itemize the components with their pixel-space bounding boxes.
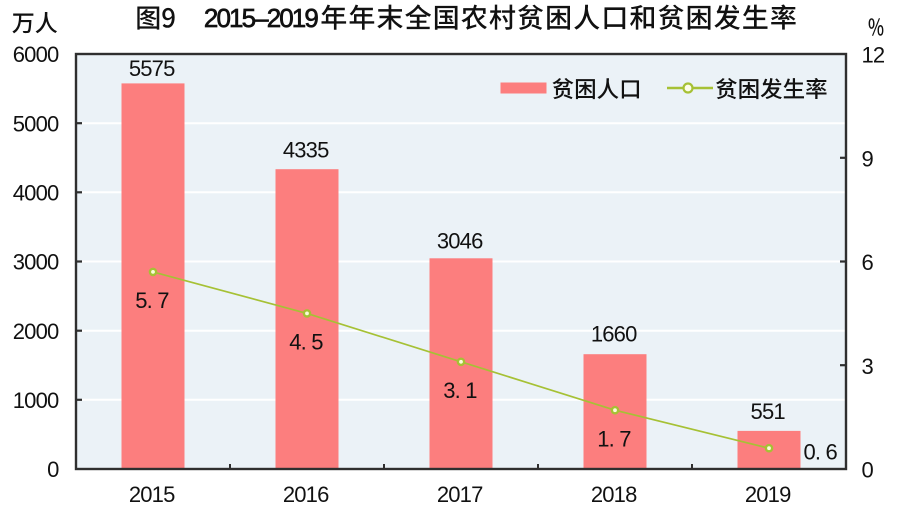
svg-text:1660: 1660 bbox=[591, 322, 637, 347]
svg-text:6000: 6000 bbox=[13, 42, 59, 67]
svg-text:0. 6: 0. 6 bbox=[804, 440, 838, 465]
svg-text:0: 0 bbox=[862, 458, 874, 483]
svg-text:3046: 3046 bbox=[437, 229, 483, 254]
svg-text:3000: 3000 bbox=[13, 250, 59, 275]
svg-text:2016: 2016 bbox=[283, 482, 329, 507]
svg-text:9: 9 bbox=[862, 146, 874, 171]
svg-text:3. 1: 3. 1 bbox=[443, 378, 477, 403]
svg-text:12: 12 bbox=[862, 43, 885, 68]
svg-text:4000: 4000 bbox=[13, 181, 59, 206]
svg-text:2017: 2017 bbox=[437, 482, 483, 507]
svg-text:2018: 2018 bbox=[591, 482, 637, 507]
svg-text:551: 551 bbox=[751, 399, 786, 424]
svg-text:5575: 5575 bbox=[129, 56, 175, 81]
svg-text:2000: 2000 bbox=[13, 319, 59, 344]
svg-text:2015–2019: 2015–2019 bbox=[204, 3, 318, 33]
svg-text:4. 5: 4. 5 bbox=[289, 330, 323, 355]
svg-text:5000: 5000 bbox=[13, 111, 59, 136]
svg-text:3: 3 bbox=[862, 354, 874, 379]
svg-text:6: 6 bbox=[862, 250, 874, 275]
svg-text:1. 7: 1. 7 bbox=[597, 426, 631, 451]
svg-text:5. 7: 5. 7 bbox=[135, 288, 169, 313]
svg-text:2015: 2015 bbox=[129, 482, 175, 507]
svg-text:4335: 4335 bbox=[283, 137, 329, 162]
svg-text:0: 0 bbox=[47, 457, 59, 482]
svg-text:1000: 1000 bbox=[13, 388, 59, 413]
svg-text:2019: 2019 bbox=[745, 482, 791, 507]
